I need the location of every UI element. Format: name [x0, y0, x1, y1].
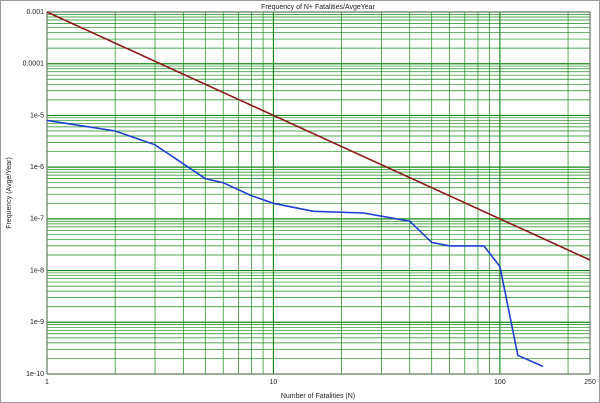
y-tick-label: 1e-8 [30, 267, 44, 274]
y-tick-label: 1e-9 [30, 319, 44, 326]
x-tick-label: 1 [45, 379, 49, 386]
y-tick-label: 1e-10 [26, 371, 44, 378]
y-tick-label: 1e-6 [30, 164, 44, 171]
chart-title: Frequency of N+ Fatalities/AvgeYear [261, 4, 375, 11]
x-tick-label: 250 [584, 379, 596, 386]
y-axis-label: Frequency (Avge/Year) [6, 157, 13, 229]
y-tick-label: 0.001 [26, 9, 44, 16]
x-tick-label: 10 [270, 379, 278, 386]
plot-border [46, 11, 591, 375]
y-tick-label: 0.0001 [23, 61, 45, 68]
x-axis-label: Number of Fatalities (N) [281, 393, 355, 400]
series-line [46, 119, 544, 368]
y-tick-label: 1e-5 [30, 112, 44, 119]
x-tick-label: 100 [494, 379, 506, 386]
series-line [46, 11, 591, 261]
y-tick-label: 1e-7 [30, 216, 44, 223]
